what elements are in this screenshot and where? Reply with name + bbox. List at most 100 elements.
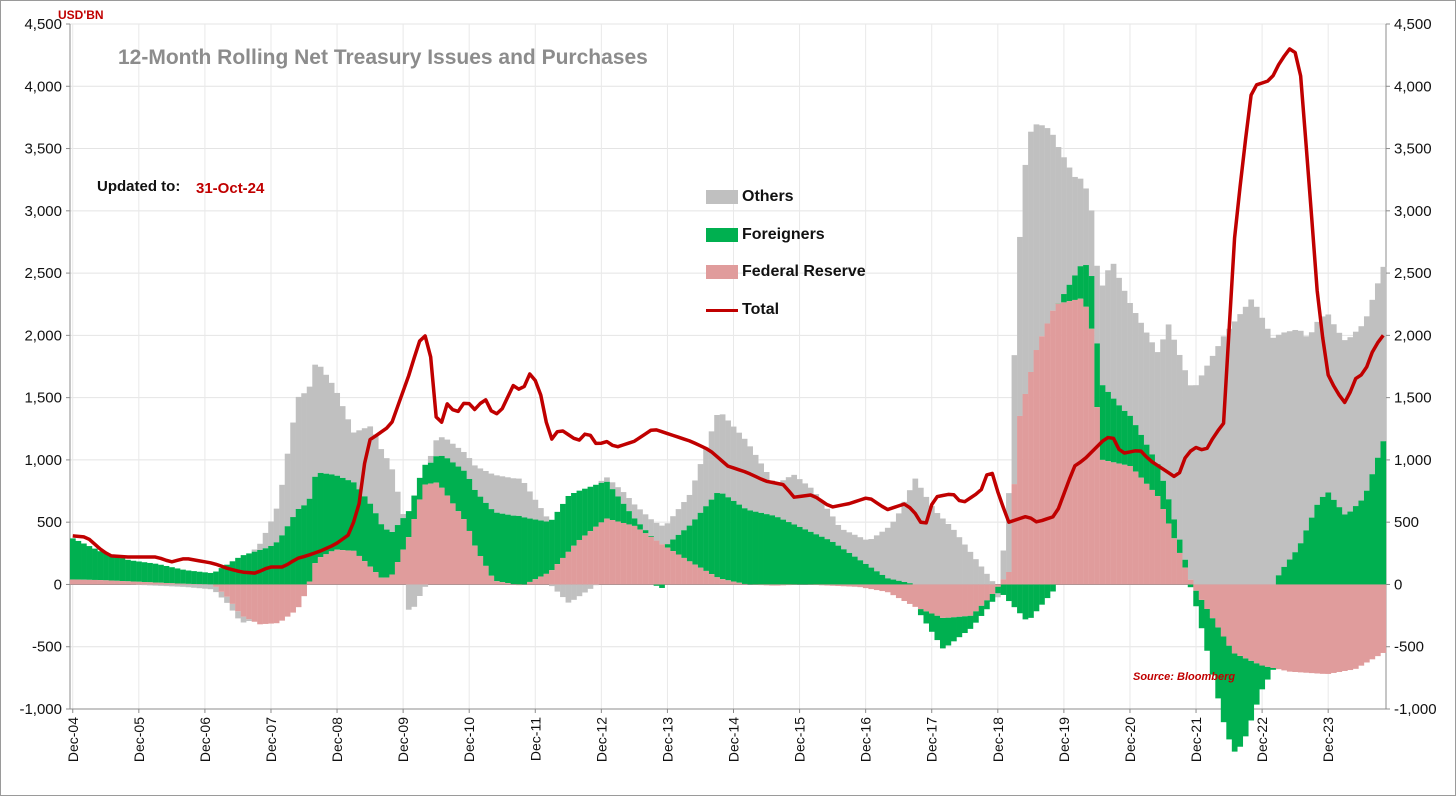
bar-federal-reserve [1088, 328, 1095, 585]
bar-foreigners [549, 519, 555, 571]
bar-federal-reserve [1330, 584, 1337, 673]
bar-others [521, 482, 528, 518]
bar-foreigners [945, 617, 952, 646]
bar-others [213, 586, 219, 593]
bar-foreigners [587, 486, 594, 532]
bar-others [510, 478, 517, 516]
legend-label-foreigners: Foreigners [742, 226, 825, 243]
bar-others [1242, 306, 1249, 585]
bar-others [1187, 385, 1194, 580]
bar-federal-reserve [1231, 584, 1238, 654]
bar-foreigners [1143, 444, 1150, 484]
bar-others [1022, 164, 1029, 394]
bar-foreigners [1204, 608, 1210, 651]
bar-foreigners [180, 569, 186, 584]
bar-foreigners [846, 552, 853, 585]
bar-others [438, 437, 445, 456]
bar-foreigners [378, 524, 385, 578]
bar-others [1352, 331, 1359, 507]
bar-foreigners [901, 582, 908, 585]
bar-federal-reserve [951, 584, 957, 618]
bar-foreigners [1000, 584, 1007, 595]
legend-label-others: Others [742, 188, 794, 205]
bar-federal-reserve [962, 584, 968, 617]
legend-label-federal-reserve: Federal Reserve [742, 263, 866, 280]
bar-federal-reserve [103, 580, 109, 585]
x-tick-label: Dec-14 [726, 717, 742, 762]
bar-others [1193, 385, 1199, 585]
bar-others [1039, 125, 1045, 337]
bar-foreigners [973, 611, 979, 623]
bar-federal-reserve [824, 584, 831, 586]
bar-federal-reserve [1072, 299, 1078, 585]
x-tick-label: Dec-18 [990, 717, 1006, 762]
bar-others [587, 584, 594, 589]
bar-foreigners [681, 530, 687, 558]
bar-others [482, 471, 489, 503]
bar-foreigners [1292, 552, 1299, 585]
bar-foreigners [416, 477, 423, 500]
bar-foreigners [1022, 584, 1029, 620]
bar-foreigners [169, 567, 175, 584]
bar-foreigners [273, 542, 280, 585]
bar-federal-reserve [334, 549, 341, 585]
bar-federal-reserve [444, 495, 451, 585]
bar-foreigners [785, 522, 792, 585]
x-tick-label: Dec-08 [329, 717, 345, 762]
bar-others [653, 522, 660, 541]
bar-foreigners [422, 464, 429, 485]
bar-federal-reserve [1033, 350, 1040, 585]
bar-foreigners [1061, 294, 1067, 303]
bar-others [681, 502, 687, 531]
bar-others [1303, 336, 1310, 531]
bar-others [1297, 330, 1304, 544]
bar-federal-reserve [438, 487, 445, 585]
bar-federal-reserve [1077, 298, 1084, 585]
bar-others [890, 521, 897, 580]
bar-foreigners [565, 495, 572, 552]
bar-foreigners [758, 512, 764, 585]
bar-federal-reserve [1044, 323, 1051, 585]
bar-federal-reserve [383, 577, 390, 585]
bar-foreigners [741, 508, 748, 584]
bar-others [571, 584, 577, 600]
bar-federal-reserve [1187, 579, 1194, 585]
bar-foreigners [543, 521, 550, 574]
bar-others [488, 473, 495, 510]
bar-others [1226, 328, 1233, 585]
bar-foreigners [1094, 343, 1100, 408]
bar-foreigners [1132, 425, 1139, 472]
bar-federal-reserve [1110, 462, 1117, 585]
bar-foreigners [158, 564, 164, 583]
bar-others [422, 584, 429, 587]
bar-federal-reserve [306, 581, 313, 585]
bar-federal-reserve [504, 583, 511, 585]
bar-foreigners [1127, 415, 1133, 467]
bar-others [1121, 290, 1128, 411]
bar-federal-reserve [906, 584, 913, 604]
bar-foreigners [1033, 584, 1040, 612]
bar-others [1083, 188, 1089, 266]
bar-foreigners [631, 518, 638, 526]
bar-others [158, 584, 164, 586]
bar-foreigners [873, 571, 880, 585]
bar-federal-reserve [901, 584, 908, 602]
bar-foreigners [1154, 464, 1161, 497]
bar-federal-reserve [989, 584, 996, 594]
bar-foreigners [427, 462, 434, 484]
bar-federal-reserve [471, 545, 478, 585]
bar-federal-reserve [295, 584, 302, 608]
bar-others [939, 518, 946, 585]
bar-foreigners [984, 600, 990, 610]
bar-foreigners [367, 503, 374, 567]
bar-foreigners [400, 518, 407, 550]
bar-foreigners [664, 544, 671, 548]
bar-foreigners [714, 493, 720, 578]
bar-others [1325, 314, 1332, 493]
bar-others [268, 521, 274, 546]
bar-federal-reserve [774, 584, 781, 586]
bar-foreigners [1374, 457, 1381, 585]
x-tick-label: Dec-07 [263, 717, 279, 762]
bar-federal-reserve [147, 582, 153, 585]
bar-others [246, 619, 252, 622]
